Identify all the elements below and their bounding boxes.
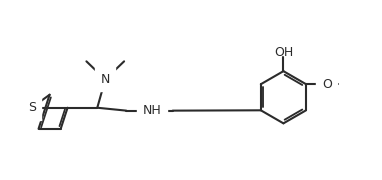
Text: N: N <box>100 73 110 86</box>
Text: NH: NH <box>142 104 161 117</box>
Text: O: O <box>322 78 332 91</box>
Text: S: S <box>28 101 36 114</box>
Text: OH: OH <box>274 46 293 59</box>
